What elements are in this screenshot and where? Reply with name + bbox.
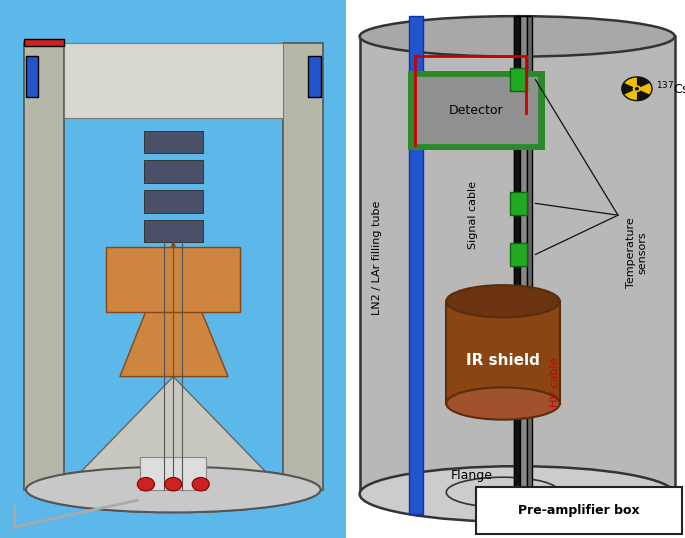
FancyBboxPatch shape bbox=[24, 43, 64, 490]
FancyBboxPatch shape bbox=[144, 190, 203, 213]
Text: Signal cable: Signal cable bbox=[468, 181, 478, 249]
Ellipse shape bbox=[360, 466, 675, 522]
FancyBboxPatch shape bbox=[140, 457, 206, 490]
Ellipse shape bbox=[26, 467, 321, 512]
FancyBboxPatch shape bbox=[144, 131, 203, 153]
FancyBboxPatch shape bbox=[514, 16, 520, 514]
Ellipse shape bbox=[192, 478, 209, 491]
FancyBboxPatch shape bbox=[413, 75, 539, 145]
FancyBboxPatch shape bbox=[510, 192, 527, 215]
FancyBboxPatch shape bbox=[525, 16, 529, 514]
FancyBboxPatch shape bbox=[527, 16, 532, 514]
FancyBboxPatch shape bbox=[308, 56, 321, 97]
FancyBboxPatch shape bbox=[24, 39, 64, 46]
Polygon shape bbox=[64, 377, 283, 490]
FancyBboxPatch shape bbox=[521, 16, 527, 514]
Polygon shape bbox=[622, 77, 652, 101]
Text: $^{137}$Cs: $^{137}$Cs bbox=[656, 81, 685, 97]
FancyBboxPatch shape bbox=[510, 243, 527, 266]
FancyBboxPatch shape bbox=[409, 16, 423, 514]
Text: HV cable: HV cable bbox=[550, 357, 560, 407]
FancyBboxPatch shape bbox=[360, 37, 675, 494]
FancyBboxPatch shape bbox=[447, 301, 560, 404]
Polygon shape bbox=[637, 90, 650, 101]
FancyBboxPatch shape bbox=[476, 487, 682, 534]
Text: Detector: Detector bbox=[449, 104, 503, 117]
Polygon shape bbox=[622, 83, 633, 95]
FancyBboxPatch shape bbox=[26, 56, 38, 97]
FancyBboxPatch shape bbox=[408, 71, 545, 150]
Ellipse shape bbox=[447, 477, 560, 507]
Text: IR shield: IR shield bbox=[466, 353, 540, 368]
Ellipse shape bbox=[360, 16, 675, 56]
Text: Pre-amplifier box: Pre-amplifier box bbox=[518, 504, 640, 517]
Ellipse shape bbox=[447, 387, 560, 420]
Polygon shape bbox=[120, 242, 228, 377]
FancyBboxPatch shape bbox=[144, 160, 203, 183]
FancyBboxPatch shape bbox=[514, 16, 520, 514]
Ellipse shape bbox=[164, 478, 182, 491]
Text: Temperature
sensors: Temperature sensors bbox=[626, 217, 648, 288]
Text: LN2 / LAr filling tube: LN2 / LAr filling tube bbox=[372, 201, 382, 315]
Ellipse shape bbox=[447, 285, 560, 317]
Polygon shape bbox=[637, 77, 650, 87]
FancyBboxPatch shape bbox=[106, 247, 240, 312]
Ellipse shape bbox=[636, 88, 638, 90]
FancyBboxPatch shape bbox=[64, 43, 283, 118]
FancyBboxPatch shape bbox=[144, 220, 203, 242]
Ellipse shape bbox=[26, 467, 321, 512]
FancyBboxPatch shape bbox=[510, 68, 527, 91]
FancyBboxPatch shape bbox=[283, 43, 323, 490]
Ellipse shape bbox=[137, 478, 154, 491]
Text: Flange: Flange bbox=[451, 469, 493, 482]
Bar bbox=[0, 0, 346, 538]
